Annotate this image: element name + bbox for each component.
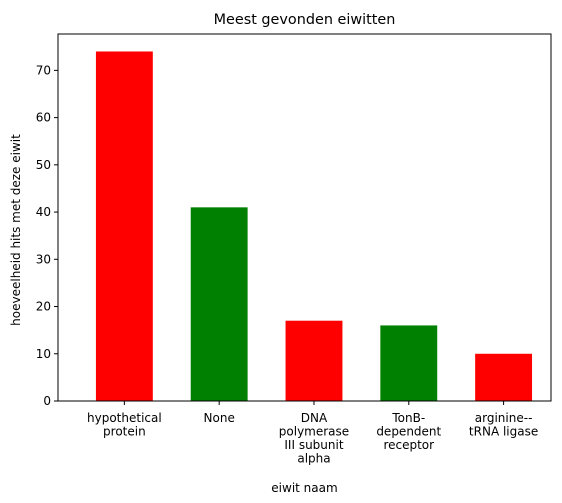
y-tick-label: 20	[36, 300, 51, 314]
bar-3	[380, 325, 438, 401]
x-tick-label: alpha	[297, 452, 330, 466]
x-tick-label: dependent	[376, 425, 441, 439]
x-tick-label: DNA	[301, 411, 328, 425]
x-tick-label: TonB-	[391, 411, 425, 425]
x-tick-label: hypothetical	[87, 411, 162, 425]
y-tick-label: 10	[36, 347, 51, 361]
x-tick-label: None	[204, 411, 235, 425]
y-tick-label: 0	[43, 394, 51, 408]
x-tick-label: polymerase	[279, 425, 349, 439]
y-tick-label: 70	[36, 63, 51, 77]
plot-frame	[57, 33, 552, 402]
y-tick-label: 40	[36, 205, 51, 219]
y-tick-label: 30	[36, 252, 51, 266]
y-axis-label: hoeveelheid hits met deze eiwit	[9, 134, 23, 326]
bar-2	[285, 320, 343, 401]
chart-title: Meest gevonden eiwitten	[214, 12, 396, 28]
y-axis: 0 10 20 30 40 50 60 70	[36, 63, 58, 408]
y-tick-label: 50	[36, 158, 51, 172]
x-axis-label: eiwit naam	[271, 481, 337, 495]
bar-4	[475, 353, 533, 401]
bars-layer	[95, 51, 533, 401]
x-tick-label: arginine--	[475, 411, 533, 425]
bar-0	[95, 51, 153, 401]
x-tick-label: receptor	[383, 438, 434, 452]
x-tick-label: III subunit	[284, 438, 343, 452]
y-tick-label: 60	[36, 111, 51, 125]
bar-1	[190, 207, 248, 401]
x-tick-label: tRNA ligase	[469, 425, 538, 439]
x-tick-label: protein	[103, 425, 146, 439]
